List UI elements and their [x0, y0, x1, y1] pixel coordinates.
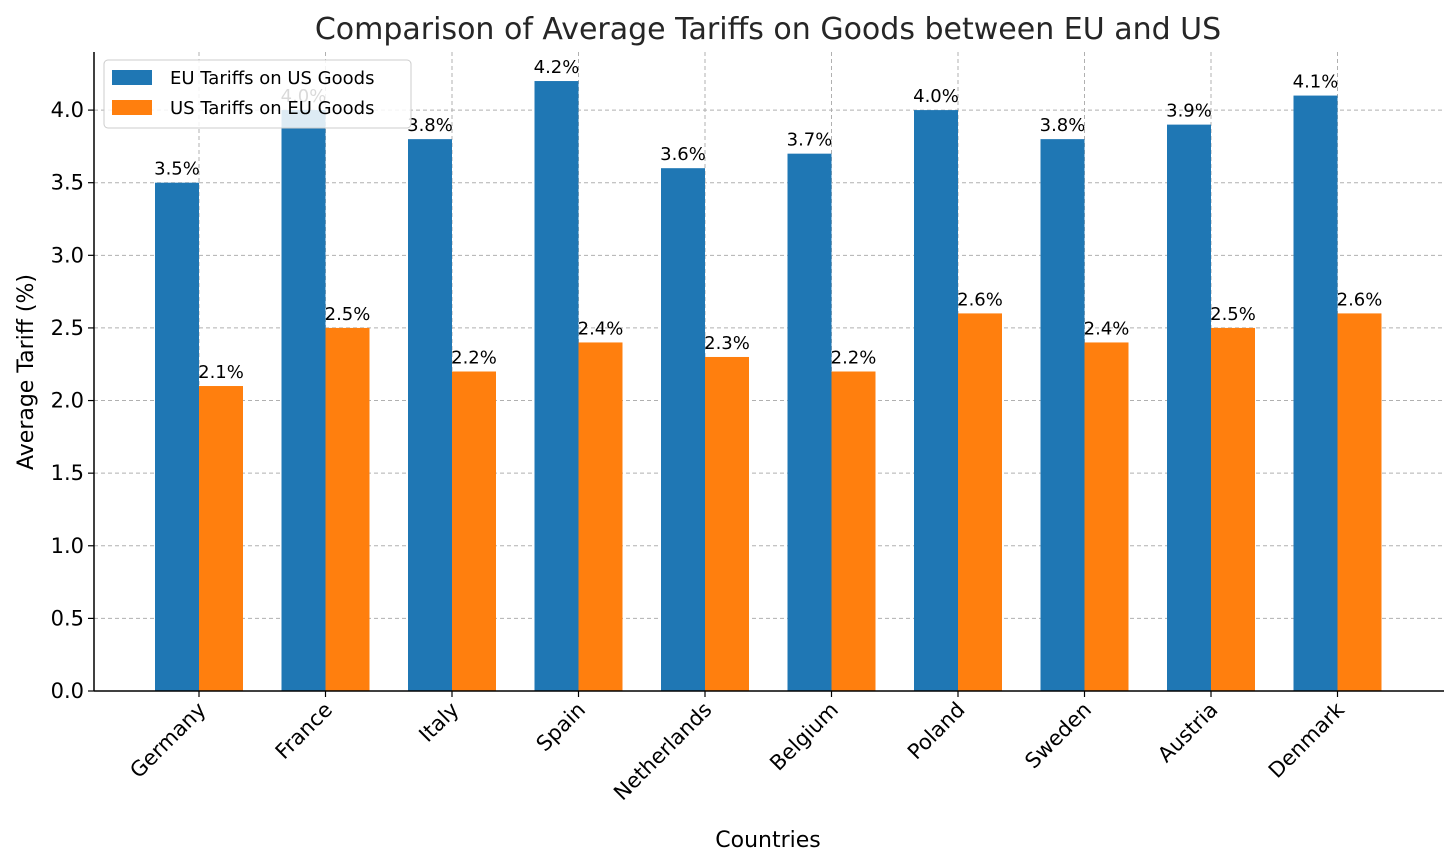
bar-us-denmark	[1337, 313, 1382, 691]
bar-eu-italy	[408, 139, 452, 692]
y-axis-label: Average Tariff (%)	[14, 274, 39, 470]
data-label-us-poland: 2.6%	[957, 289, 1003, 310]
y-tick-label: 4.0	[51, 98, 84, 122]
data-label-eu-denmark: 4.1%	[1293, 72, 1339, 93]
data-label-eu-sweden: 3.8%	[1040, 115, 1086, 136]
data-label-eu-austria: 3.9%	[1166, 101, 1212, 122]
chart-title: Comparison of Average Tariffs on Goods b…	[315, 12, 1221, 47]
data-label-eu-germany: 3.5%	[154, 159, 200, 180]
data-label-us-netherlands: 2.3%	[704, 333, 750, 354]
data-labels-layer: 3.5%4.0%3.8%4.2%3.6%3.7%4.0%3.8%3.9%4.1%…	[154, 57, 1382, 383]
axes-layer	[93, 52, 1444, 692]
data-label-eu-italy: 3.8%	[407, 115, 453, 136]
data-label-eu-poland: 4.0%	[913, 86, 959, 107]
legend-swatch-eu	[112, 70, 152, 85]
bar-eu-spain	[534, 81, 579, 691]
data-label-us-italy: 2.2%	[451, 348, 497, 369]
bar-us-spain	[578, 342, 623, 691]
bar-eu-austria	[1167, 124, 1211, 691]
data-label-us-france: 2.5%	[325, 304, 371, 325]
y-tick-label: 3.0	[51, 243, 84, 267]
data-label-us-spain: 2.4%	[578, 318, 624, 339]
data-label-us-austria: 2.5%	[1210, 304, 1256, 325]
bar-eu-sweden	[1040, 139, 1085, 692]
y-tick-label: 2.0	[51, 389, 84, 413]
data-label-us-belgium: 2.2%	[831, 348, 877, 369]
bar-eu-netherlands	[661, 168, 705, 691]
y-tick-label: 0.0	[51, 679, 84, 703]
y-tick-label: 0.5	[51, 606, 84, 630]
legend-label-us: US Tariffs on EU Goods	[170, 98, 374, 119]
bar-us-italy	[452, 371, 496, 691]
y-tick-label: 1.0	[51, 534, 84, 558]
bar-us-poland	[958, 313, 1002, 691]
bar-eu-germany	[155, 182, 199, 692]
x-axis-label: Countries	[715, 828, 821, 853]
y-tick-label: 1.5	[51, 461, 84, 485]
bar-us-germany	[199, 386, 243, 691]
legend: EU Tariffs on US Goods US Tariffs on EU G…	[103, 59, 412, 129]
bar-us-austria	[1211, 327, 1255, 691]
y-tick-label: 2.5	[51, 316, 84, 340]
data-label-eu-netherlands: 3.6%	[660, 144, 706, 165]
bar-us-belgium	[831, 371, 876, 691]
bar-eu-belgium	[787, 153, 832, 692]
bar-us-france	[325, 327, 370, 691]
data-label-us-sweden: 2.4%	[1084, 318, 1130, 339]
data-label-eu-belgium: 3.7%	[787, 130, 833, 151]
data-label-us-denmark: 2.6%	[1337, 289, 1383, 310]
data-label-us-germany: 2.1%	[198, 362, 244, 383]
bar-eu-denmark	[1293, 95, 1338, 692]
bar-us-sweden	[1084, 342, 1129, 691]
legend-swatch-us	[112, 100, 152, 115]
bar-us-netherlands	[705, 356, 749, 691]
bars-layer	[155, 81, 1382, 692]
y-tick-label: 3.5	[51, 171, 84, 195]
data-label-eu-spain: 4.2%	[534, 57, 580, 78]
bar-eu-france	[281, 110, 326, 691]
legend-box	[103, 59, 412, 129]
legend-label-eu: EU Tariffs on US Goods	[170, 68, 374, 89]
bar-eu-poland	[914, 110, 958, 691]
